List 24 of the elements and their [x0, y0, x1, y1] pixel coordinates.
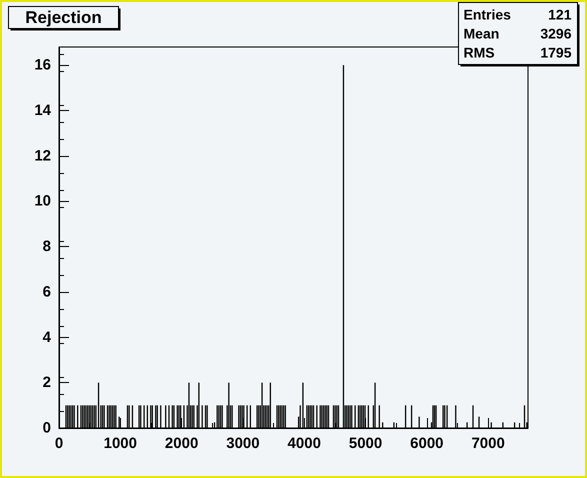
chart-title: Rejection [25, 8, 102, 27]
x-tick-label: 3000 [226, 435, 260, 452]
y-tick-label: 10 [34, 192, 51, 210]
text: Entries [464, 6, 512, 22]
y-tick-label: 6 [42, 283, 51, 300]
y-tick-label: 16 [34, 56, 51, 74]
y-tick-label: 12 [34, 147, 51, 164]
x-tick-label: 5000 [348, 435, 382, 452]
text: Mean [464, 26, 500, 42]
text: 1795 [540, 44, 572, 60]
x-tick-label: 4000 [288, 435, 321, 452]
text: 121 [548, 6, 572, 22]
x-tick-label: 6000 [410, 435, 444, 452]
text: 3296 [540, 26, 572, 42]
x-tick-label: 0 [54, 435, 64, 452]
y-tick-label: 2 [42, 374, 51, 392]
y-tick-label: 4 [42, 328, 52, 346]
y-tick-label: 14 [34, 102, 52, 119]
x-tick-label: 2000 [164, 435, 198, 452]
y-tick-label: 8 [42, 238, 51, 256]
x-tick-label: 7000 [471, 435, 505, 452]
x-tick-label: 1000 [104, 435, 137, 452]
y-tick-label: 0 [42, 420, 51, 436]
annotation: RMS [464, 44, 495, 60]
